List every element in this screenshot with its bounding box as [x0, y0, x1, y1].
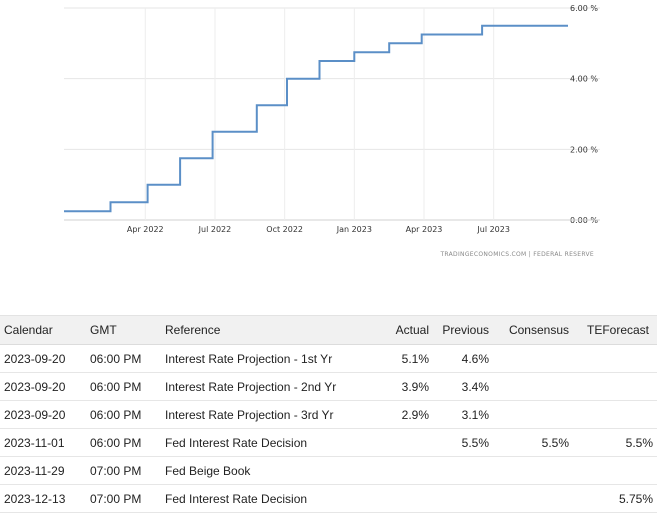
- cell-teforecast: [573, 344, 657, 373]
- cell-consensus: [493, 344, 573, 373]
- x-tick-label: Apr 2023: [406, 225, 443, 234]
- header-consensus[interactable]: Consensus: [493, 315, 573, 345]
- cell-previous: 3.4%: [433, 372, 493, 401]
- y-tick-label: 4.00 %: [570, 75, 598, 84]
- cell-actual: [383, 428, 433, 457]
- cell-previous: [433, 456, 493, 485]
- cell-date: 2023-09-20: [0, 344, 86, 373]
- table-row: 2023-11-29 07:00 PM Fed Beige Book: [0, 456, 657, 485]
- cell-time: 06:00 PM: [86, 344, 161, 373]
- x-tick-label: Jul 2023: [476, 225, 510, 234]
- cell-teforecast: 5.75%: [573, 484, 657, 513]
- cell-previous: 5.5%: [433, 428, 493, 457]
- cell-consensus: 5.5%: [493, 428, 573, 457]
- cell-time: 06:00 PM: [86, 400, 161, 429]
- cell-actual: [383, 484, 433, 513]
- cell-consensus: [493, 456, 573, 485]
- cell-actual: 3.9%: [383, 372, 433, 401]
- header-gmt[interactable]: GMT: [86, 315, 161, 345]
- cell-consensus: [493, 400, 573, 429]
- cell-consensus: [493, 372, 573, 401]
- table-row: 2023-11-01 06:00 PM Fed Interest Rate De…: [0, 428, 657, 457]
- cell-teforecast: 5.5%: [573, 428, 657, 457]
- cell-reference[interactable]: Fed Beige Book: [161, 456, 383, 485]
- cell-reference[interactable]: Interest Rate Projection - 3rd Yr: [161, 400, 383, 429]
- cell-actual: [383, 456, 433, 485]
- header-actual[interactable]: Actual: [383, 315, 433, 345]
- x-tick-label: Jul 2022: [198, 225, 232, 234]
- table-row: 2023-09-20 06:00 PM Interest Rate Projec…: [0, 372, 657, 401]
- cell-previous: 4.6%: [433, 344, 493, 373]
- cell-teforecast: [573, 456, 657, 485]
- y-tick-label: 6.00 %: [570, 4, 598, 13]
- cell-reference[interactable]: Interest Rate Projection - 2nd Yr: [161, 372, 383, 401]
- header-reference[interactable]: Reference: [161, 315, 383, 345]
- cell-date: 2023-09-20: [0, 400, 86, 429]
- interest-rate-chart: 0.00 % 2.00 % 4.00 % 6.00 % Apr 2022 Jul 2022…: [64, 4, 600, 258]
- cell-teforecast: [573, 372, 657, 401]
- cell-time: 07:00 PM: [86, 484, 161, 513]
- x-tick-label: Jan 2023: [336, 225, 372, 234]
- y-tick-label: 2.00 %: [570, 145, 598, 154]
- table-row: 2023-12-13 07:00 PM Fed Interest Rate De…: [0, 484, 657, 513]
- x-tick-label: Apr 2022: [127, 225, 164, 234]
- table-header-row: Calendar GMT Reference Actual Previous C…: [0, 315, 657, 345]
- cell-reference[interactable]: Fed Interest Rate Decision: [161, 428, 383, 457]
- cell-date: 2023-11-29: [0, 456, 86, 485]
- cell-consensus: [493, 484, 573, 513]
- cell-reference[interactable]: Fed Interest Rate Decision: [161, 484, 383, 513]
- series-line: [64, 24, 568, 213]
- cell-date: 2023-11-01: [0, 428, 86, 457]
- cell-actual: 2.9%: [383, 400, 433, 429]
- cell-actual: 5.1%: [383, 344, 433, 373]
- cell-previous: 3.1%: [433, 400, 493, 429]
- header-calendar[interactable]: Calendar: [0, 315, 86, 345]
- header-previous[interactable]: Previous: [433, 315, 493, 345]
- table-row: 2023-09-20 06:00 PM Interest Rate Projec…: [0, 344, 657, 373]
- table-row: 2023-09-20 06:00 PM Interest Rate Projec…: [0, 400, 657, 429]
- cell-time: 06:00 PM: [86, 372, 161, 401]
- cell-time: 06:00 PM: [86, 428, 161, 457]
- cell-reference[interactable]: Interest Rate Projection - 1st Yr: [161, 344, 383, 373]
- calendar-table: Calendar GMT Reference Actual Previous C…: [0, 315, 657, 513]
- cell-previous: [433, 484, 493, 513]
- x-tick-label: Oct 2022: [266, 225, 303, 234]
- cell-date: 2023-09-20: [0, 372, 86, 401]
- cell-date: 2023-12-13: [0, 484, 86, 513]
- chart-svg: 0.00 %2.00 %4.00 %6.00 %Apr 2022 Jul 2022…: [64, 4, 600, 258]
- header-teforecast[interactable]: TEForecast: [573, 315, 657, 345]
- cell-teforecast: [573, 400, 657, 429]
- cell-time: 07:00 PM: [86, 456, 161, 485]
- chart-source-label: TRADINGECONOMICS.COM | FEDERAL RESERVE: [439, 251, 594, 258]
